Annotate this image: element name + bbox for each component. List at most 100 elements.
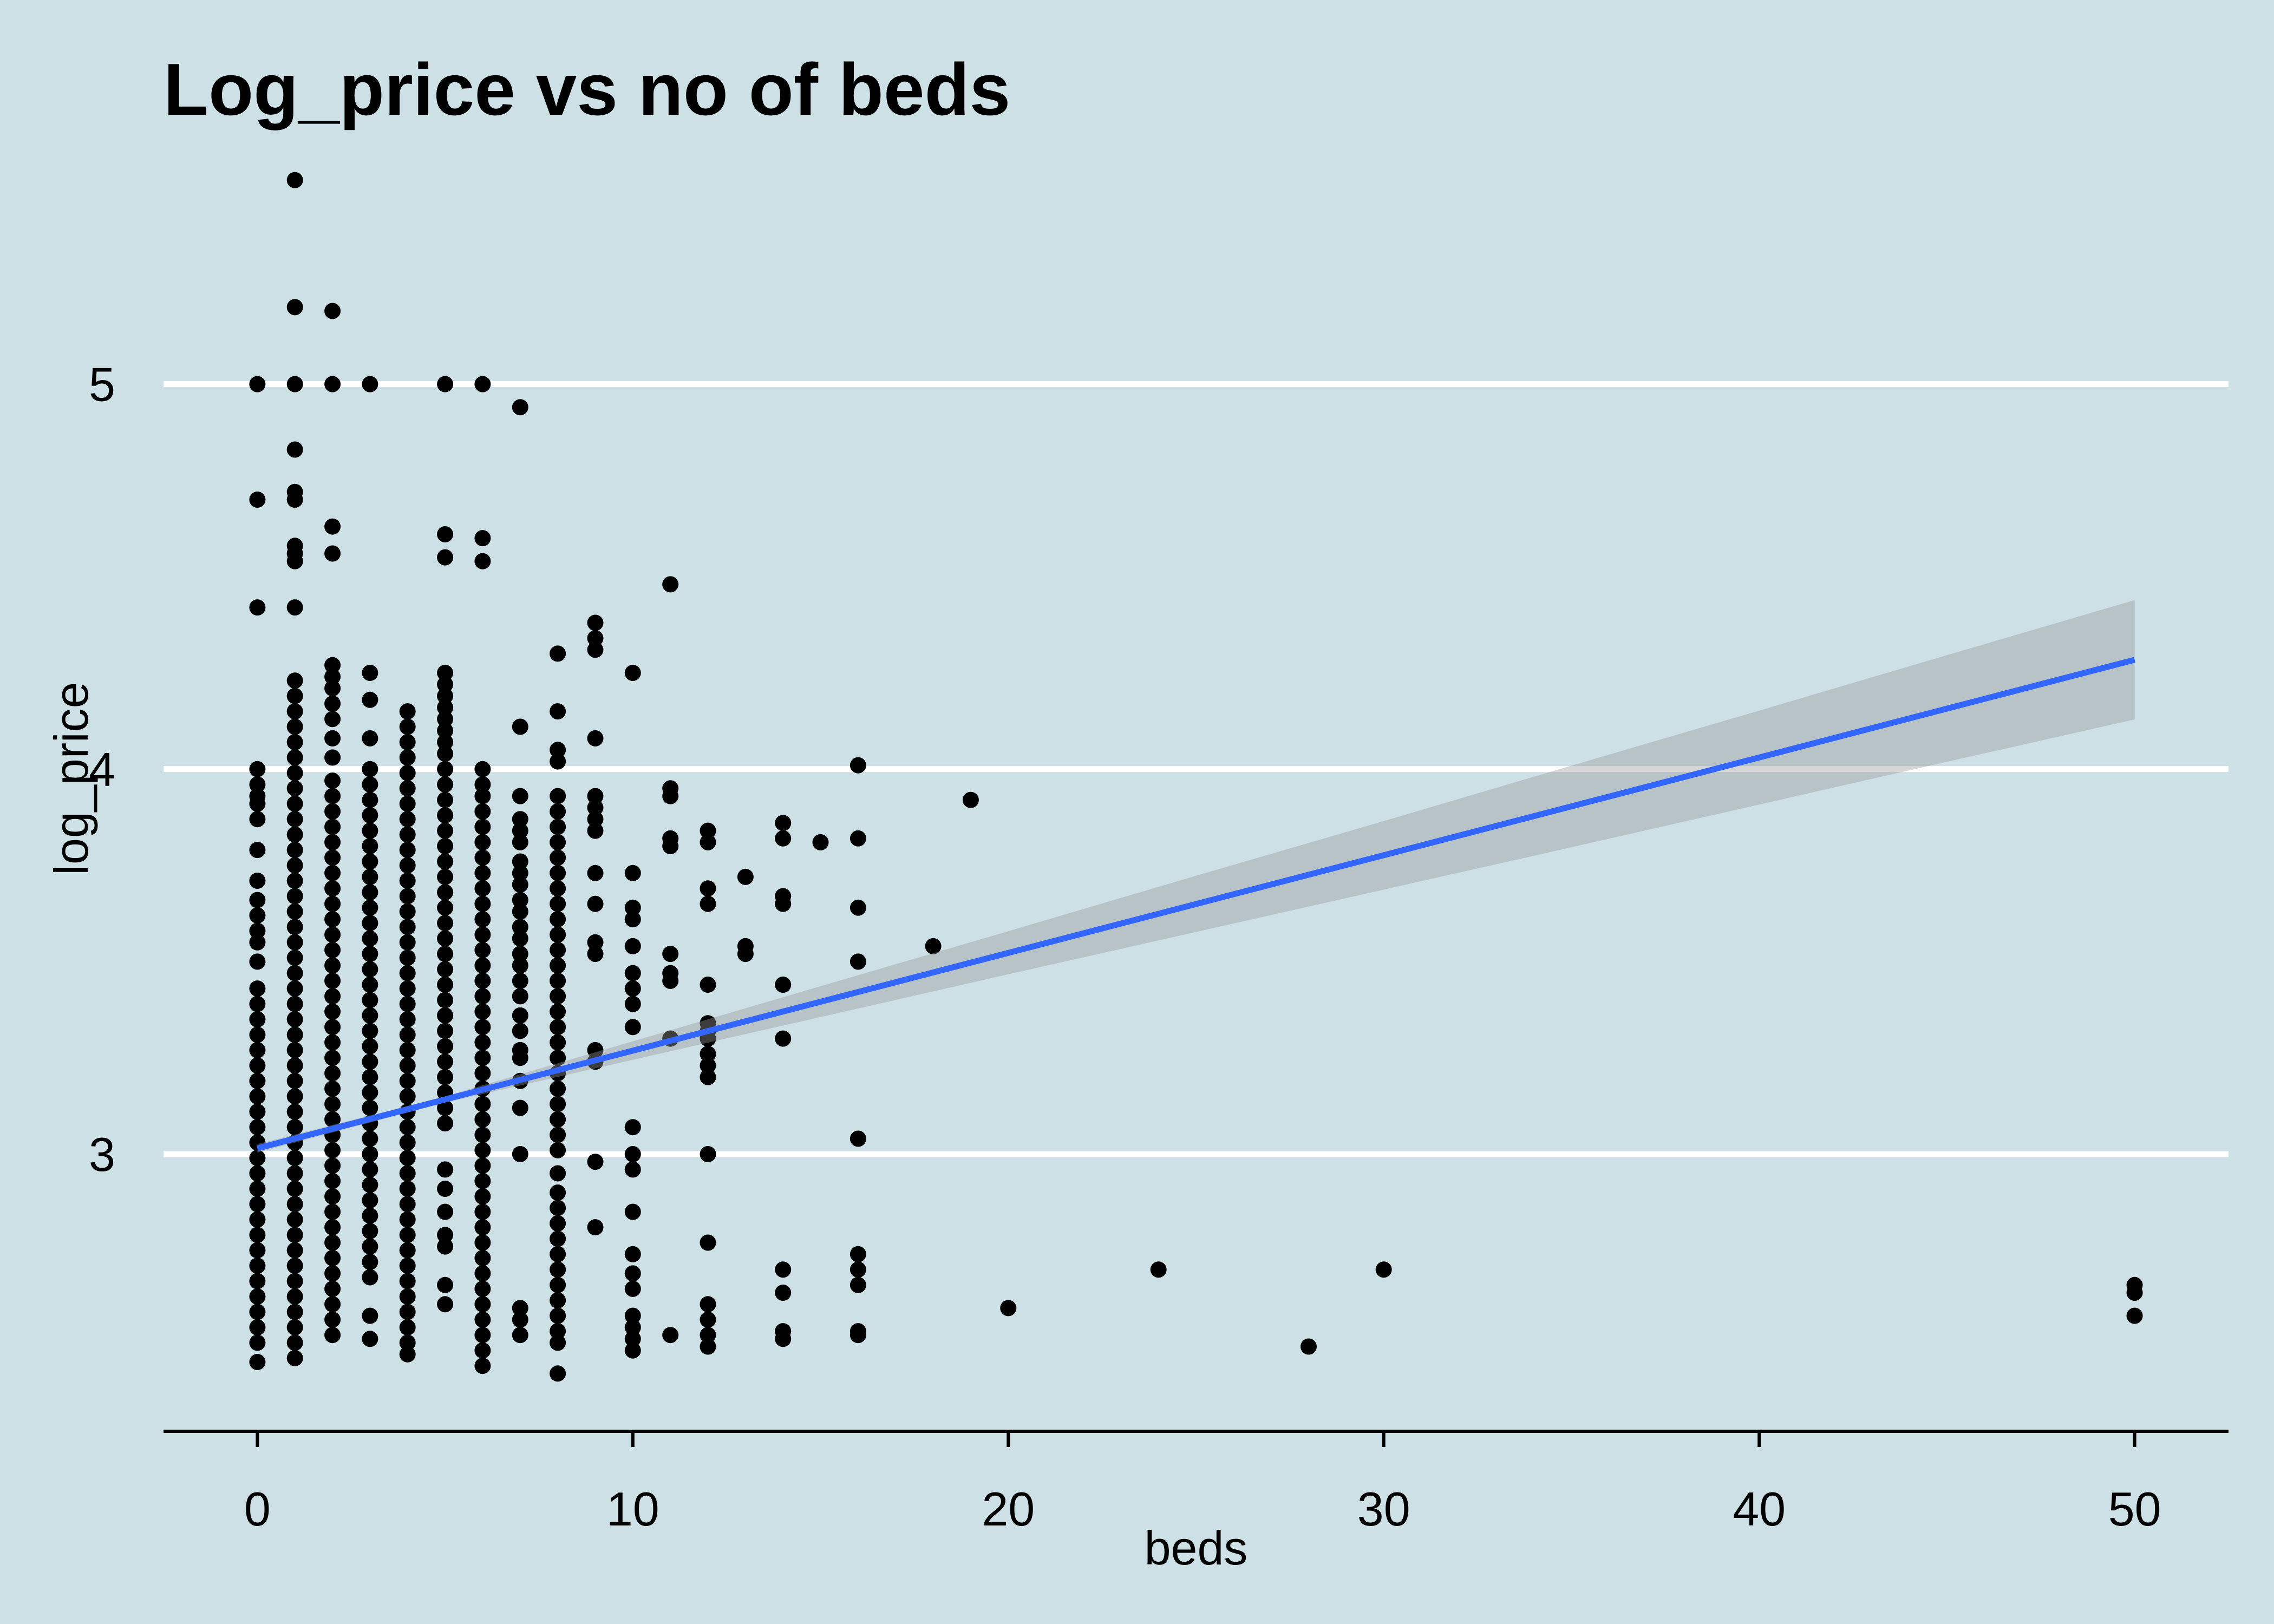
- data-point: [624, 965, 641, 981]
- data-point: [286, 1304, 303, 1320]
- data-point: [399, 718, 416, 735]
- data-point: [624, 1307, 641, 1324]
- data-point: [286, 1242, 303, 1259]
- data-point: [437, 1181, 454, 1197]
- data-point: [286, 811, 303, 828]
- data-point: [399, 996, 416, 1012]
- data-point: [662, 838, 679, 854]
- data-point: [550, 1184, 566, 1201]
- data-point: [249, 873, 266, 889]
- data-point: [324, 749, 341, 766]
- data-point: [474, 880, 491, 897]
- data-point: [512, 903, 528, 920]
- data-point: [249, 1057, 266, 1074]
- data-point: [550, 1276, 566, 1293]
- data-point: [474, 376, 491, 392]
- data-point: [437, 1007, 454, 1024]
- data-point: [324, 1081, 341, 1097]
- data-point: [437, 977, 454, 993]
- data-point: [362, 946, 378, 962]
- data-point: [700, 1327, 716, 1344]
- data-point: [399, 1026, 416, 1043]
- data-point: [550, 926, 566, 943]
- data-point: [362, 1254, 378, 1271]
- data-point: [550, 1292, 566, 1309]
- data-point: [286, 1319, 303, 1335]
- data-point: [700, 834, 716, 850]
- data-point: [962, 791, 979, 808]
- data-point: [324, 1096, 341, 1112]
- data-point: [324, 669, 341, 685]
- data-point: [550, 834, 566, 850]
- data-point: [437, 1038, 454, 1055]
- gridlines: [164, 381, 2229, 1157]
- data-point: [324, 1003, 341, 1020]
- data-point: [437, 946, 454, 962]
- data-point: [399, 1227, 416, 1243]
- data-point: [474, 1250, 491, 1266]
- data-point: [437, 1023, 454, 1039]
- data-point: [437, 1099, 454, 1116]
- data-point: [474, 761, 491, 777]
- data-point: [775, 1261, 792, 1278]
- data-point: [474, 1219, 491, 1236]
- y-axis-title: log_price: [44, 682, 98, 875]
- data-point: [474, 972, 491, 989]
- data-point: [286, 996, 303, 1012]
- x-tick-label: 40: [1733, 1482, 1786, 1536]
- data-point: [249, 761, 266, 777]
- data-point: [249, 1088, 266, 1105]
- data-point: [437, 699, 454, 716]
- data-point: [550, 865, 566, 881]
- data-point: [362, 930, 378, 947]
- data-point: [775, 895, 792, 912]
- data-point: [399, 857, 416, 874]
- data-point: [474, 834, 491, 850]
- data-point: [700, 1046, 716, 1062]
- data-point: [249, 1288, 266, 1305]
- data-point: [550, 1215, 566, 1232]
- data-point: [512, 930, 528, 947]
- data-point: [624, 996, 641, 1012]
- data-point: [324, 1250, 341, 1266]
- data-point: [249, 1165, 266, 1182]
- data-point: [512, 1007, 528, 1024]
- data-point: [512, 399, 528, 416]
- data-point: [624, 1246, 641, 1262]
- data-point: [624, 938, 641, 954]
- trend-line: [256, 657, 2136, 1151]
- data-point: [775, 977, 792, 993]
- data-point: [399, 842, 416, 859]
- data-point: [286, 718, 303, 735]
- data-point: [850, 757, 866, 774]
- data-point: [324, 1050, 341, 1066]
- data-point: [474, 818, 491, 835]
- data-point: [662, 946, 679, 962]
- data-point: [512, 834, 528, 850]
- data-point: [399, 764, 416, 781]
- data-point: [399, 703, 416, 720]
- data-point: [249, 811, 266, 828]
- data-point: [324, 834, 341, 850]
- data-point: [587, 799, 604, 816]
- data-point: [700, 977, 716, 993]
- data-point: [587, 934, 604, 951]
- data-point: [249, 1334, 266, 1351]
- data-point: [512, 822, 528, 839]
- data-point: [399, 1072, 416, 1089]
- data-point: [437, 1296, 454, 1313]
- data-point: [474, 1019, 491, 1036]
- data-point: [286, 703, 303, 720]
- data-point: [700, 895, 716, 912]
- data-point: [474, 1234, 491, 1251]
- data-point: [700, 1296, 716, 1313]
- data-point: [249, 842, 266, 859]
- data-point: [812, 834, 829, 850]
- data-point: [324, 772, 341, 789]
- data-point: [362, 1053, 378, 1070]
- data-point: [850, 1246, 866, 1262]
- data-point: [324, 1173, 341, 1189]
- data-point: [587, 895, 604, 912]
- data-point: [437, 687, 454, 704]
- data-point: [550, 1003, 566, 1020]
